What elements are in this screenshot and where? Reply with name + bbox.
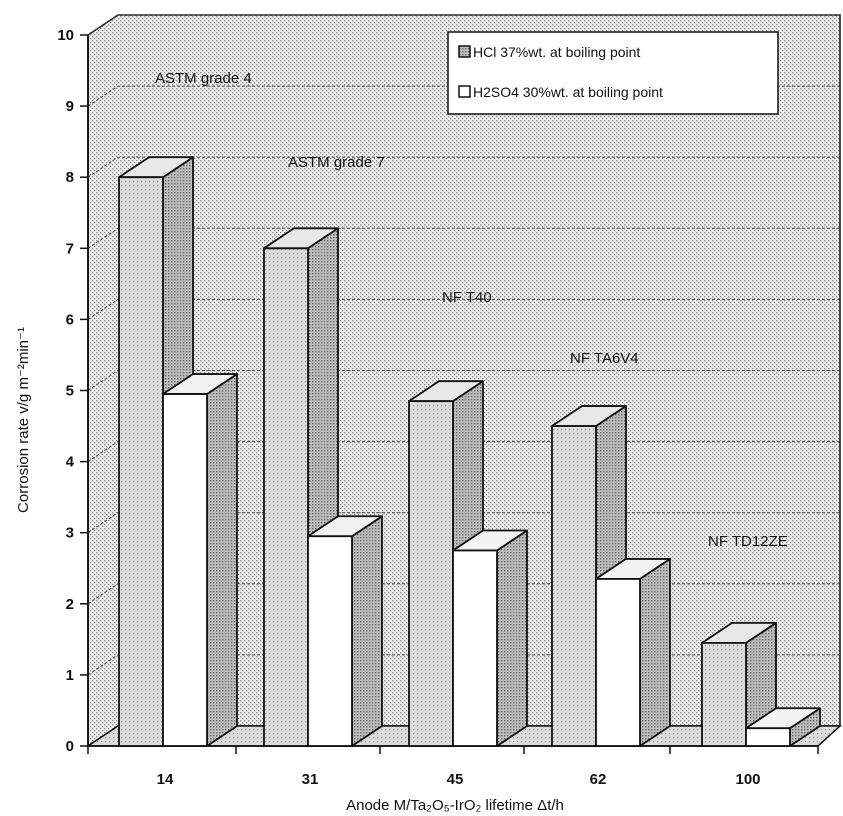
x-tick-label: 14 [157,771,174,788]
x-tick-labels: 14 31 45 62 100 [157,771,761,788]
bar-h2so4-45 [452,529,528,747]
gridline [87,227,840,249]
legend-label-hcl: HCl 37%wt. at boiling point [473,44,640,60]
gridline [87,14,840,36]
y-tick-labels: 0 1 2 3 4 5 6 7 8 9 10 [57,27,74,755]
annotation-nf-t40: NF T40 [442,289,492,306]
bar-hcl-31-front [263,247,309,747]
bar-h2so4-14 [162,373,238,747]
x-tick-label: 100 [735,771,760,788]
y-tick-label: 5 [66,383,74,400]
y-tick-label: 1 [66,667,74,684]
bar-h2so4-45-side [496,529,528,747]
y-tick-label: 7 [66,240,74,257]
bar-h2so4-31-front [307,535,353,747]
y-tick-label: 6 [66,311,74,328]
y-tick-label: 2 [66,596,74,613]
x-tick-label: 45 [447,771,464,788]
bar-h2so4-62 [595,558,671,747]
legend-box [447,31,779,115]
legend: HCl 37%wt. at boiling point H2SO4 30%wt.… [447,31,779,115]
legend-swatch-h2so4 [458,85,471,98]
gridline [87,156,840,178]
bar-h2so4-14-front [162,393,208,747]
y-tick-label: 4 [66,454,75,471]
bar-h2so4-31-side [351,515,383,747]
bar-h2so4-31 [307,515,383,747]
bar-hcl-45-front [408,400,454,747]
bar-hcl-14-front [118,176,164,747]
legend-label-h2so4: H2SO4 30%wt. at boiling point [473,84,663,100]
annotation-astm-grade-4: ASTM grade 4 [155,70,252,87]
bar-h2so4-62-side [639,558,671,747]
gridline [87,298,840,320]
y-tick-label: 10 [57,27,74,44]
bar-h2so4-100 [745,707,821,747]
annotation-astm-grade-7: ASTM grade 7 [288,154,385,171]
bar-hcl-62-front [551,425,597,747]
y-tick-label: 3 [66,525,74,542]
bar-h2so4-45-front [452,549,498,747]
bar-h2so4-62-front [595,578,641,747]
bars [118,156,821,747]
gridline [87,370,840,391]
bar-h2so4-100-front [745,727,791,747]
y-tick-label: 9 [66,98,74,115]
y-tick-label: 0 [66,738,74,755]
legend-swatch-hcl [458,45,471,58]
bar-hcl-100-front [701,642,747,747]
x-axis-title: Anode M/Ta₂O₅-IrO₂ lifetime Δt/h [346,797,564,814]
x-tick-label: 31 [302,771,319,788]
bar-h2so4-14-side [206,373,238,747]
gridlines [87,14,840,676]
y-axis-title: Corrosion rate v/g m⁻²min⁻¹ [15,327,32,513]
annotations: ASTM grade 4 ASTM grade 7 NF T40 NF TA6V… [155,70,788,550]
annotation-nf-ta6v4: NF TA6V4 [570,350,639,367]
annotation-nf-td12ze: NF TD12ZE [708,533,788,550]
y-tick-label: 8 [66,169,74,186]
x-tick-label: 62 [590,771,607,788]
